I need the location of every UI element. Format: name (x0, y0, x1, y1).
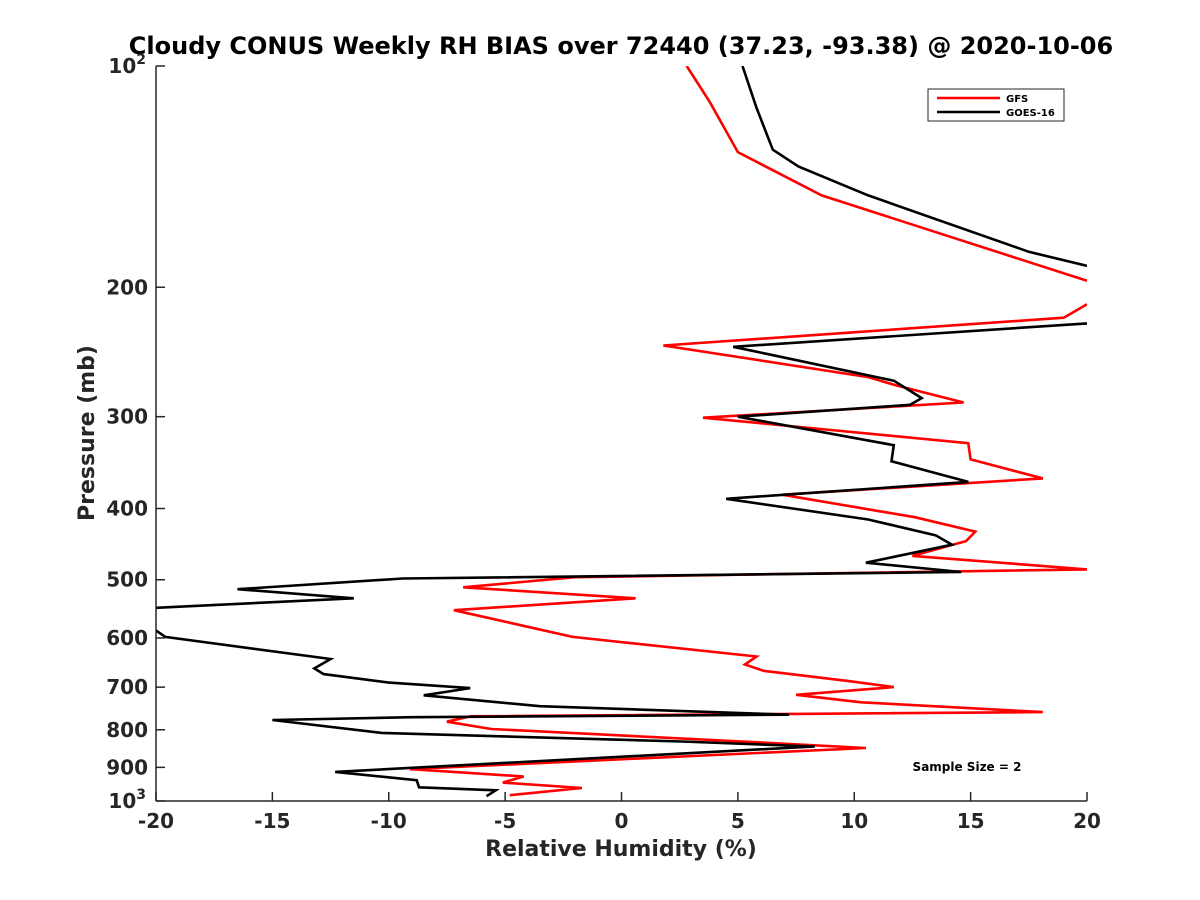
x-tick-label: 5 (731, 809, 745, 833)
y-tick-label: 900 (106, 755, 148, 779)
x-tick-label: -5 (494, 809, 516, 833)
y-tick-exponent: 3 (136, 787, 146, 803)
y-tick-label: 103 (108, 787, 146, 813)
legend-label-goes-16: GOES-16 (1006, 108, 1055, 119)
y-tick-label: 200 (106, 275, 148, 299)
y-tick-label: 700 (106, 675, 148, 699)
x-tick-label: 15 (957, 809, 985, 833)
legend: GFS GOES-16 (927, 88, 1065, 122)
y-tick-exponent: 2 (136, 52, 146, 68)
plot-area: -20 -15 -10 -5 0 5 10 15 20102200300400500600700… (106, 52, 1101, 833)
y-tick-label: 102 (108, 52, 146, 78)
chart-title: Cloudy CONUS Weekly RH BIAS over 72440 (… (129, 32, 1113, 60)
y-tick-base: 300 (106, 405, 148, 429)
y-tick-base: 600 (106, 626, 148, 650)
y-tick-label: 400 (106, 497, 148, 521)
y-tick-base: 700 (106, 675, 148, 699)
y-tick-base: 400 (106, 497, 148, 521)
x-tick-label: -15 (254, 809, 290, 833)
y-tick-base: 500 (106, 568, 148, 592)
y-tick-label: 500 (106, 568, 148, 592)
y-tick-label: 800 (106, 718, 148, 742)
legend-box (927, 88, 1065, 122)
x-axis-label: Relative Humidity (%) (485, 837, 757, 862)
x-tick-label: 10 (840, 809, 868, 833)
sample-size-annotation: Sample Size = 2 (913, 760, 1022, 774)
x-tick-label: -20 (138, 809, 174, 833)
series-line-goes-16 (156, 66, 1087, 798)
y-tick-base: 10 (108, 54, 136, 78)
legend-label-gfs: GFS (1006, 94, 1028, 105)
y-tick-base: 900 (106, 755, 148, 779)
x-tick-label: 0 (615, 809, 629, 833)
x-tick-label: -10 (371, 809, 407, 833)
y-tick-label: 300 (106, 405, 148, 429)
y-tick-base: 200 (106, 275, 148, 299)
y-tick-label: 600 (106, 626, 148, 650)
y-axis-label: Pressure (mb) (75, 345, 100, 521)
y-tick-base: 10 (108, 789, 136, 813)
series-line-gfs (409, 66, 1087, 797)
x-tick-label: 20 (1073, 809, 1101, 833)
y-tick-base: 800 (106, 718, 148, 742)
